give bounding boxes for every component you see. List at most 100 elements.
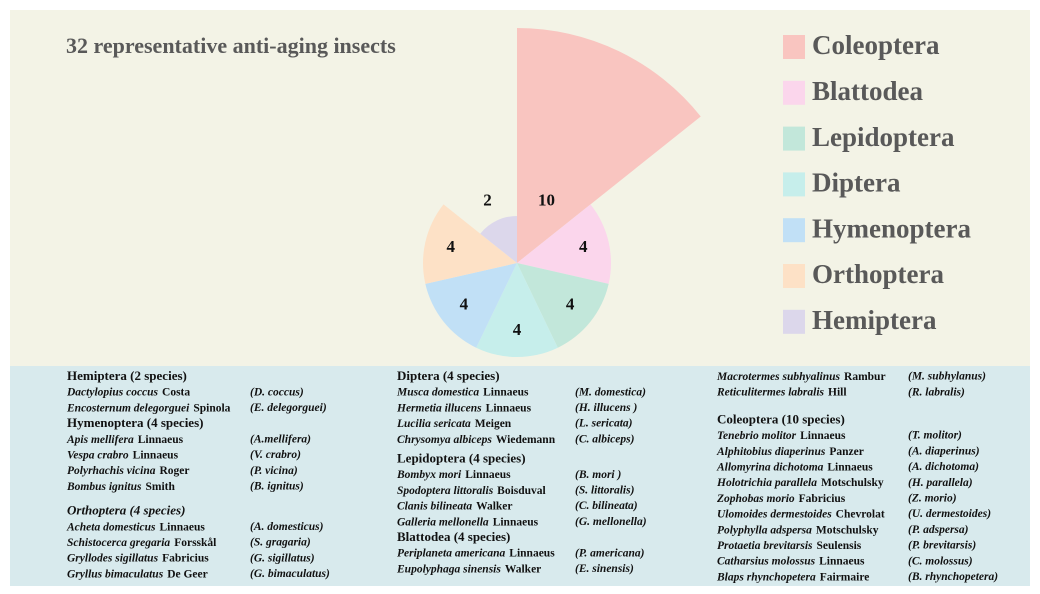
species-author: Linnaeus — [133, 449, 179, 461]
group-heading: Diptera (4 species) — [397, 368, 500, 383]
species-abbr: (P. adspersa) — [908, 524, 969, 536]
species-entry: Bombyx mori Linnaeus — [396, 469, 511, 481]
data-label: 4 — [513, 320, 522, 339]
group-heading: Orthoptera (4 species) — [67, 503, 185, 518]
species-author: Linnaeus — [827, 461, 873, 473]
species-entry: Holotrichia parallela Motschulsky — [716, 477, 884, 489]
legend-label: Lepidoptera — [812, 122, 955, 152]
species-abbr: (S. gragaria) — [250, 537, 311, 549]
species-abbr: (E. delegorguei) — [250, 402, 327, 414]
species-author: Linnaeus — [819, 555, 865, 567]
species-name: Tenebrio molitor — [717, 430, 797, 442]
species-name: Protaetia brevitarsis — [717, 540, 813, 552]
rose-sector — [423, 204, 517, 284]
species-abbr: (T. molitor) — [908, 430, 962, 442]
species-abbr: (B. rhynchopetera) — [908, 571, 998, 583]
species-abbr: (P. vicina) — [250, 465, 298, 477]
species-abbr: (G. mellonella) — [575, 516, 647, 528]
species-entry: Clanis bilineata Walker — [397, 500, 513, 512]
species-abbr: (B. mori ) — [575, 469, 621, 481]
species-author: Fairmaire — [820, 571, 870, 583]
species-name: Chrysomya albiceps — [397, 433, 492, 445]
species-name: Musca domestica — [396, 386, 479, 398]
species-entry: Allomyrina dichotoma Linnaeus — [716, 461, 873, 473]
species-entry: Protaetia brevitarsis Seulensis — [717, 540, 862, 552]
species-entry: Spodoptera littoralis Boisduval — [397, 485, 546, 497]
species-name: Zophobas morio — [716, 493, 795, 505]
species-name: Reticulitermes labralis — [716, 386, 825, 398]
species-name: Apis mellifera — [66, 433, 134, 445]
species-author: De Geer — [167, 568, 208, 580]
legend-swatch — [783, 80, 805, 105]
species-name: Galleria mellonella — [397, 516, 489, 528]
species-author: Fabricius — [162, 552, 209, 564]
species-abbr: (R. labralis) — [908, 386, 965, 398]
species-name: Lucilia sericata — [396, 418, 471, 430]
species-abbr: (A.mellifera) — [250, 433, 311, 445]
data-label: 4 — [446, 237, 455, 256]
species-abbr: (A. dichotoma) — [908, 461, 979, 473]
species-author: Smith — [145, 481, 175, 493]
species-abbr: (E. sinensis) — [575, 563, 634, 575]
species-author: Linnaeus — [483, 386, 529, 398]
species-name: Eupolyphaga sinensis — [396, 563, 501, 575]
species-author: Fabricius — [799, 493, 846, 505]
species-entry: Macrotermes subhyalinus Rambur — [716, 371, 886, 383]
species-name: Encosternum delegorguei — [66, 402, 190, 414]
species-name: Bombyx mori — [396, 469, 462, 481]
data-label: 10 — [538, 191, 555, 210]
species-abbr: (C. albiceps) — [575, 433, 635, 445]
rose-sector — [517, 204, 611, 284]
species-author: Linnaeus — [800, 430, 846, 442]
species-abbr: (C. molossus) — [908, 555, 973, 567]
species-author: Wiedemann — [496, 433, 556, 445]
species-entry: Tenebrio molitor Linnaeus — [717, 430, 846, 442]
data-label: 4 — [460, 294, 469, 313]
species-name: Allomyrina dichotoma — [716, 461, 824, 473]
species-author: Walker — [476, 500, 512, 512]
species-name: Dactylopius coccus — [66, 386, 159, 398]
species-author: Motschulsky — [816, 524, 879, 536]
species-abbr: (M. domestica) — [575, 386, 646, 398]
species-name: Vespa crabro — [67, 449, 129, 461]
species-entry: Chrysomya albiceps Wiedemann — [397, 433, 556, 445]
species-author: Linnaeus — [493, 516, 539, 528]
species-author: Linnaeus — [486, 402, 532, 414]
species-name: Macrotermes subhyalinus — [716, 371, 841, 383]
legend-swatch — [783, 218, 805, 243]
species-abbr: (L. sericata) — [575, 418, 633, 430]
legend-label: Coleoptera — [812, 30, 940, 60]
rose-sector — [480, 216, 517, 263]
data-label: 2 — [483, 191, 492, 210]
species-entry: Polyrhachis vicina Roger — [67, 465, 190, 477]
species-entry: Blaps rhynchopetera Fairmaire — [716, 571, 869, 583]
species-entry: Alphitobius diaperinus Panzer — [716, 445, 864, 457]
legend-label: Hemiptera — [812, 305, 937, 335]
species-abbr: (A. diaperinus) — [908, 445, 980, 457]
species-author: Costa — [162, 386, 190, 398]
species-author: Linnaeus — [138, 433, 184, 445]
species-name: Acheta domesticus — [66, 521, 156, 533]
species-entry: Apis mellifera Linnaeus — [66, 433, 184, 445]
rose-sector — [476, 263, 558, 357]
species-name: Clanis bilineata — [397, 500, 472, 512]
legend-label: Hymenoptera — [812, 213, 971, 243]
species-entry: Periplaneta americana Linnaeus — [397, 547, 555, 559]
species-abbr: (D. coccus) — [250, 386, 304, 398]
species-entry: Galleria mellonella Linnaeus — [397, 516, 539, 528]
species-name: Holotrichia parallela — [716, 477, 817, 489]
species-entry: Acheta domesticus Linnaeus — [66, 521, 205, 533]
species-abbr: (M. subhylanus) — [908, 371, 986, 383]
group-heading: Lepidoptera (4 species) — [397, 450, 526, 465]
species-abbr: (H. parallela) — [908, 477, 973, 489]
species-entry: Bombus ignitus Smith — [66, 481, 175, 493]
species-entry: Eupolyphaga sinensis Walker — [396, 563, 541, 575]
group-heading: Hemiptera (2 species) — [67, 368, 187, 383]
species-author: Chevrolat — [836, 508, 885, 520]
species-name: Bombus ignitus — [66, 481, 142, 493]
species-author: Linnaeus — [160, 521, 206, 533]
species-abbr: (P. brevitarsis) — [908, 540, 976, 552]
species-entry: Lucilia sericata Meigen — [396, 418, 512, 430]
group-heading: Blattodea (4 species) — [397, 529, 510, 544]
